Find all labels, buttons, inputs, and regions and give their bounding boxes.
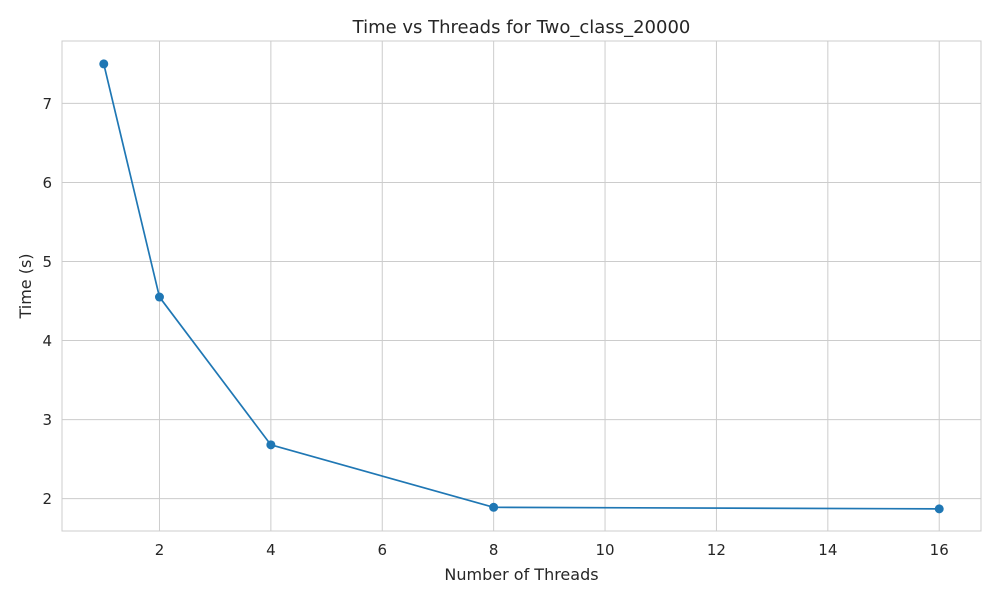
data-point [266, 440, 276, 450]
grid [62, 41, 981, 531]
x-tick-label: 6 [377, 541, 387, 559]
y-axis-label: Time (s) [16, 253, 35, 319]
data-point [489, 502, 499, 512]
y-tick-label: 6 [42, 174, 52, 192]
x-axis-label: Number of Threads [444, 565, 598, 584]
y-tick-label: 4 [42, 332, 52, 350]
y-tick-label: 5 [42, 253, 52, 271]
x-tick-label: 8 [489, 541, 499, 559]
y-tick-label: 7 [42, 95, 52, 113]
tick-labels: 2 4 6 8 10 12 14 16 2 3 4 5 6 7 [42, 95, 948, 559]
x-tick-label: 10 [595, 541, 614, 559]
series [99, 59, 944, 514]
x-tick-label: 12 [707, 541, 726, 559]
data-point [99, 59, 109, 69]
chart-title: Time vs Threads for Two_class_20000 [352, 17, 691, 38]
x-tick-label: 14 [818, 541, 837, 559]
x-tick-label: 16 [930, 541, 949, 559]
x-tick-label: 4 [266, 541, 276, 559]
y-tick-label: 3 [42, 411, 52, 429]
y-tick-label: 2 [42, 490, 52, 508]
x-tick-label: 2 [155, 541, 165, 559]
plot-frame [61, 40, 982, 532]
data-point [154, 292, 164, 302]
data-point [934, 504, 944, 514]
